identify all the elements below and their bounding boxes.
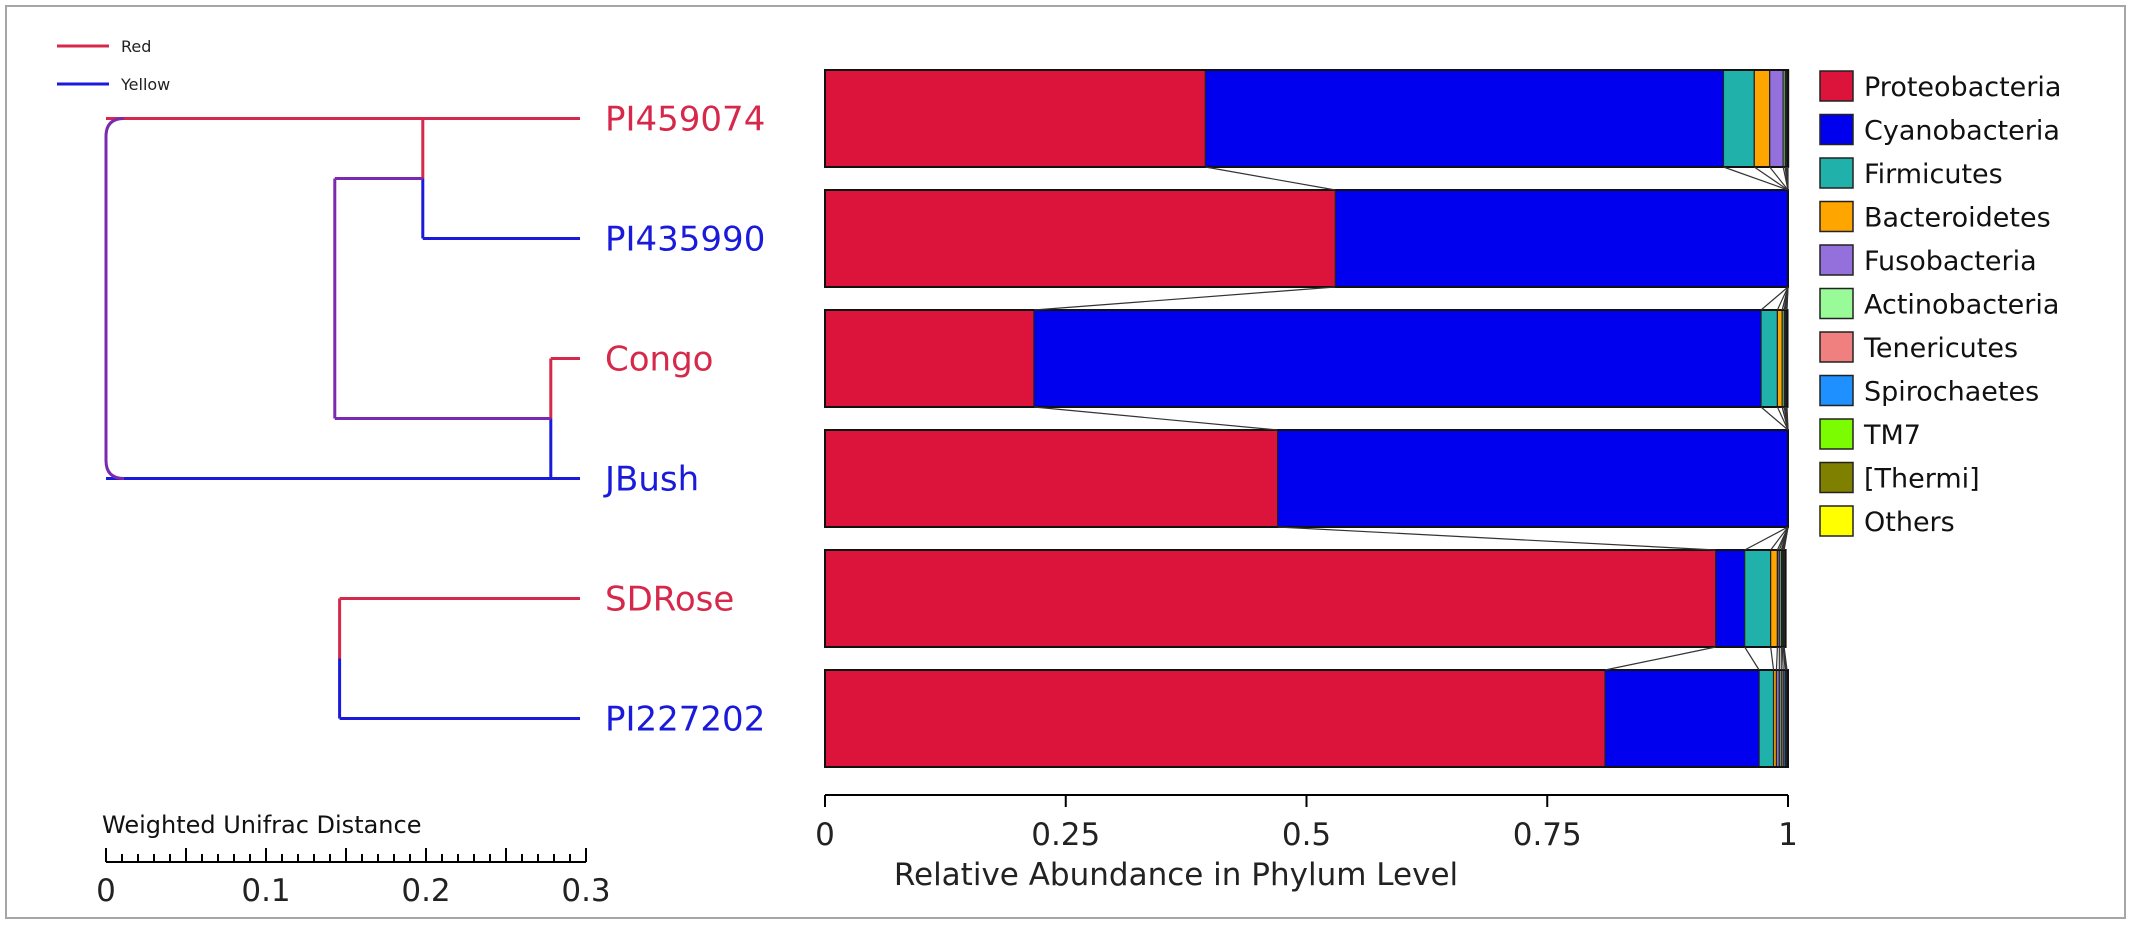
legend-label-thermi: [Thermi] — [1864, 464, 1980, 495]
scale-tick-label: 0.1 — [241, 873, 290, 909]
bar-connector — [1205, 166, 1336, 191]
legend-label-spirochaetes: Spirochaetes — [1864, 377, 2039, 408]
legend-swatch-proteobacteria — [1819, 70, 1854, 102]
bar-connector — [1033, 406, 1278, 431]
bar-segment-congo-bacteroidetes — [1776, 309, 1783, 408]
scale-tick-label: 0.3 — [561, 873, 610, 909]
bar-outline-pi227202 — [824, 669, 1789, 768]
bar-outline-pi435990 — [824, 189, 1789, 288]
bar-outline-jbush — [824, 429, 1789, 528]
bar-segment-jbush-proteobacteria — [824, 429, 1279, 528]
legend-swatch-actinobacteria — [1819, 287, 1854, 320]
x-axis: Relative Abundance in Phylum Level 0 0.25… — [815, 794, 1798, 893]
legend-swatch-thermi — [1819, 461, 1854, 494]
bar-connectors — [1033, 166, 1789, 671]
bar-segment-pi227202-firmicutes — [1758, 669, 1775, 768]
bar-segment-pi459074-proteobacteria — [824, 69, 1206, 168]
bar-segment-sdrose-cyanobacteria — [1715, 549, 1746, 648]
dendrogram: PI459074 PI435990 Congo JBush SDRose PI227202 — [104, 100, 765, 740]
legend-swatch-cyanobacteria — [1819, 113, 1854, 146]
legend-label-actinobacteria: Actinobacteria — [1864, 290, 2059, 321]
bar-connector — [1770, 526, 1789, 551]
bar-connector — [1753, 166, 1789, 191]
legend-swatch-bacteroidetes — [1819, 200, 1854, 233]
x-tick-label: 0.75 — [1513, 817, 1582, 853]
legend-label-tenericutes: Tenericutes — [1863, 333, 2018, 364]
bar-connector — [1786, 286, 1789, 311]
bar-connector — [1277, 526, 1716, 551]
bar-segment-jbush-cyanobacteria — [1277, 429, 1789, 528]
x-tick-label: 1 — [1778, 817, 1798, 853]
bar-connector — [1783, 526, 1789, 551]
legend-label-tm7: TM7 — [1863, 420, 1921, 451]
bar-connector — [1776, 406, 1789, 431]
x-tick-label: 0.5 — [1282, 817, 1331, 853]
sample-label-pi435990: PI435990 — [605, 220, 765, 260]
bar-connector — [1783, 646, 1788, 671]
group-legend-label-red: Red — [121, 37, 151, 56]
bar-segment-sdrose-bacteroidetes — [1770, 549, 1779, 648]
bar-segment-pi435990-cyanobacteria — [1334, 189, 1789, 288]
sample-label-pi459074: PI459074 — [605, 100, 765, 140]
stacked-bars — [824, 69, 1790, 768]
bar-connector — [1744, 646, 1760, 671]
sample-label-sdrose: SDRose — [605, 580, 734, 620]
bar-outline-congo — [824, 309, 1789, 408]
legend-label-cyanobacteria: Cyanobacteria — [1864, 116, 2060, 147]
x-tick-label: 0.25 — [1031, 817, 1100, 853]
x-tick-label: 0 — [815, 817, 835, 853]
legend-swatch-spirochaetes — [1819, 374, 1854, 407]
legend-label-others: Others — [1864, 507, 1955, 538]
legend-swatch-firmicutes — [1819, 157, 1854, 189]
bar-connector — [1775, 646, 1779, 671]
legend-label-bacteroidetes: Bacteroidetes — [1864, 203, 2051, 234]
bar-connector — [1760, 286, 1789, 311]
distance-scale: Weighted Unifrac Distance 0 0.1 0.2 0.3 — [96, 811, 611, 909]
phylum-legend: Proteobacteria Cyanobacteria Firmicutes Bac… — [1819, 70, 2061, 538]
bar-connector — [1770, 646, 1775, 671]
legend-swatch-fusobacteria — [1819, 244, 1854, 276]
dendrogram-root-link — [104, 117, 125, 480]
bar-segment-pi459074-firmicutes — [1722, 69, 1755, 168]
bar-segment-pi459074-bacteroidetes — [1753, 69, 1771, 168]
scale-tick-label: 0.2 — [401, 873, 450, 909]
sample-label-pi227202: PI227202 — [605, 700, 765, 740]
bar-connector — [1781, 646, 1784, 671]
bar-outline-pi459074 — [824, 69, 1789, 168]
bar-segment-congo-cyanobacteria — [1033, 309, 1762, 408]
bar-segment-pi227202-cyanobacteria — [1604, 669, 1760, 768]
legend-label-proteobacteria: Proteobacteria — [1864, 72, 2061, 103]
bar-segment-sdrose-proteobacteria — [824, 549, 1717, 648]
sample-label-congo: Congo — [605, 340, 713, 380]
legend-swatch-tenericutes — [1819, 331, 1854, 363]
bar-segment-pi227202-proteobacteria — [824, 669, 1606, 768]
group-legend: Red Yellow — [57, 37, 170, 94]
bar-segment-pi459074-fusobacteria — [1769, 69, 1784, 168]
bar-connector — [1604, 646, 1716, 671]
x-axis-label: Relative Abundance in Phylum Level — [894, 857, 1458, 893]
legend-label-firmicutes: Firmicutes — [1864, 159, 2003, 190]
legend-label-fusobacteria: Fusobacteria — [1864, 246, 2037, 277]
group-legend-label-yellow: Yellow — [120, 75, 170, 94]
bar-segment-congo-firmicutes — [1760, 309, 1779, 408]
scale-label: Weighted Unifrac Distance — [102, 811, 421, 839]
bar-outline-sdrose — [824, 549, 1787, 648]
sample-label-jbush: JBush — [603, 460, 699, 500]
bar-segment-pi459074-cyanobacteria — [1204, 69, 1725, 168]
bar-segment-sdrose-firmicutes — [1744, 549, 1772, 648]
legend-swatch-others — [1819, 505, 1854, 537]
legend-swatch-tm7 — [1819, 418, 1854, 450]
bar-connector — [1744, 526, 1789, 551]
bar-connector — [1760, 406, 1789, 431]
bar-connector — [1776, 286, 1789, 311]
bar-connector — [1769, 166, 1789, 191]
scale-tick-label: 0 — [96, 873, 116, 909]
bar-segment-congo-proteobacteria — [824, 309, 1035, 408]
bar-connector — [1786, 406, 1789, 431]
bar-segment-pi435990-proteobacteria — [824, 189, 1336, 288]
bar-connector — [1723, 166, 1789, 191]
bar-connector — [1033, 286, 1336, 311]
